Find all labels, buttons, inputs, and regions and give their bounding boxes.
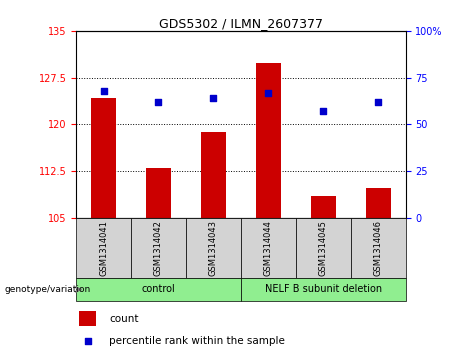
Text: GSM1314042: GSM1314042 [154,220,163,276]
Bar [76,278,241,301]
Text: control: control [142,285,175,294]
Text: NELF B subunit deletion: NELF B subunit deletion [265,285,382,294]
Bar [311,196,336,218]
Bar [201,132,226,218]
Point [265,90,272,95]
Text: count: count [109,314,138,324]
Text: GSM1314043: GSM1314043 [209,220,218,276]
Bar [256,63,281,218]
Text: GSM1314045: GSM1314045 [319,220,328,276]
Text: GSM1314044: GSM1314044 [264,220,273,276]
Text: percentile rank within the sample: percentile rank within the sample [109,336,285,346]
Bar [131,218,186,278]
Bar [241,278,406,301]
Bar [91,98,116,218]
Point [210,95,217,101]
Title: GDS5302 / ILMN_2607377: GDS5302 / ILMN_2607377 [159,17,323,30]
Text: GSM1314041: GSM1314041 [99,220,108,276]
Bar [146,168,171,218]
Bar [296,218,351,278]
Bar [76,218,131,278]
Text: GSM1314046: GSM1314046 [374,220,383,276]
Bar [351,218,406,278]
Bar [186,218,241,278]
Point [155,99,162,105]
Bar [366,188,390,218]
Bar [241,218,296,278]
Bar [79,311,96,326]
Point [84,338,91,344]
Point [319,108,327,114]
Text: genotype/variation: genotype/variation [5,285,91,294]
Point [100,88,107,94]
Point [374,99,382,105]
